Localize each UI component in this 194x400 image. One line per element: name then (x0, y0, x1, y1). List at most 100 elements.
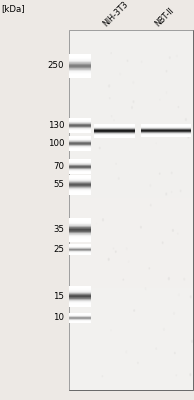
Circle shape (178, 106, 179, 108)
Bar (69, 342, 193, 348)
Bar (69, 233, 91, 234)
Bar (69, 114, 193, 120)
Bar (69, 59, 91, 60)
Bar (69, 258, 193, 264)
Bar (69, 30, 193, 390)
Bar (69, 150, 193, 156)
Circle shape (191, 340, 192, 342)
Bar (69, 70, 91, 71)
Text: 55: 55 (53, 180, 64, 189)
Bar (69, 296, 91, 297)
Bar (69, 312, 193, 318)
Bar (69, 76, 91, 77)
Bar (69, 270, 193, 276)
Bar (69, 204, 193, 210)
Bar (69, 230, 91, 231)
Bar (69, 290, 91, 291)
Bar (69, 132, 193, 138)
Text: NBT-II: NBT-II (153, 6, 176, 28)
Bar (69, 210, 193, 216)
Bar (69, 187, 91, 188)
Bar (69, 294, 91, 295)
Bar (69, 287, 91, 288)
Bar (69, 168, 193, 174)
Bar (69, 306, 91, 307)
Bar (69, 156, 193, 162)
Bar (69, 229, 91, 230)
Bar (69, 192, 91, 193)
Bar (69, 198, 193, 204)
Bar (69, 360, 193, 366)
Bar (69, 74, 91, 75)
Bar (69, 189, 91, 190)
Bar (69, 180, 91, 181)
Bar (69, 55, 91, 56)
Bar (69, 372, 193, 378)
Bar (69, 222, 193, 228)
Bar (69, 237, 91, 238)
Bar (69, 239, 91, 240)
Bar (69, 181, 91, 182)
Bar (69, 78, 193, 84)
Bar (69, 306, 193, 312)
Bar (69, 30, 193, 36)
Bar (69, 179, 91, 180)
Bar (69, 294, 193, 300)
Bar (69, 305, 91, 306)
Circle shape (149, 268, 150, 269)
Bar (69, 174, 193, 180)
Bar (69, 226, 91, 227)
Bar (69, 240, 91, 241)
Bar (69, 126, 193, 132)
Bar (69, 68, 91, 69)
Bar (69, 297, 91, 298)
Bar (69, 108, 193, 114)
Bar (69, 318, 193, 324)
Bar (69, 56, 91, 57)
Bar (69, 282, 193, 288)
Bar (69, 225, 91, 226)
Bar (69, 178, 91, 179)
Bar (69, 65, 91, 66)
Circle shape (123, 279, 124, 280)
Bar (69, 264, 193, 270)
Bar (69, 292, 91, 293)
Bar (69, 240, 193, 246)
Bar (69, 223, 91, 224)
Bar (69, 36, 193, 42)
Bar (69, 60, 91, 61)
Bar (69, 184, 91, 185)
Bar (69, 54, 91, 55)
Bar (69, 298, 91, 299)
Bar (69, 63, 91, 64)
Bar (69, 228, 91, 229)
Bar (69, 64, 91, 65)
Circle shape (108, 258, 109, 260)
Bar (69, 66, 91, 67)
Bar (69, 354, 193, 360)
Bar (69, 67, 91, 68)
Bar (69, 96, 193, 102)
Bar (69, 162, 193, 168)
Bar (69, 62, 91, 63)
Text: 35: 35 (53, 225, 64, 234)
Bar (69, 228, 193, 234)
Bar (69, 48, 193, 54)
Bar (69, 384, 193, 390)
Bar (69, 219, 91, 220)
Bar (69, 191, 91, 192)
Bar (69, 190, 91, 191)
Bar (69, 246, 193, 252)
Bar (69, 183, 91, 184)
Bar (69, 72, 193, 78)
Bar (69, 84, 193, 90)
Text: 15: 15 (53, 292, 64, 301)
Circle shape (99, 147, 100, 149)
Bar (69, 216, 193, 222)
Bar (69, 234, 193, 240)
Bar (69, 293, 91, 294)
Bar (69, 304, 91, 305)
Bar (69, 186, 91, 187)
Bar (69, 300, 193, 306)
Bar (69, 286, 91, 287)
